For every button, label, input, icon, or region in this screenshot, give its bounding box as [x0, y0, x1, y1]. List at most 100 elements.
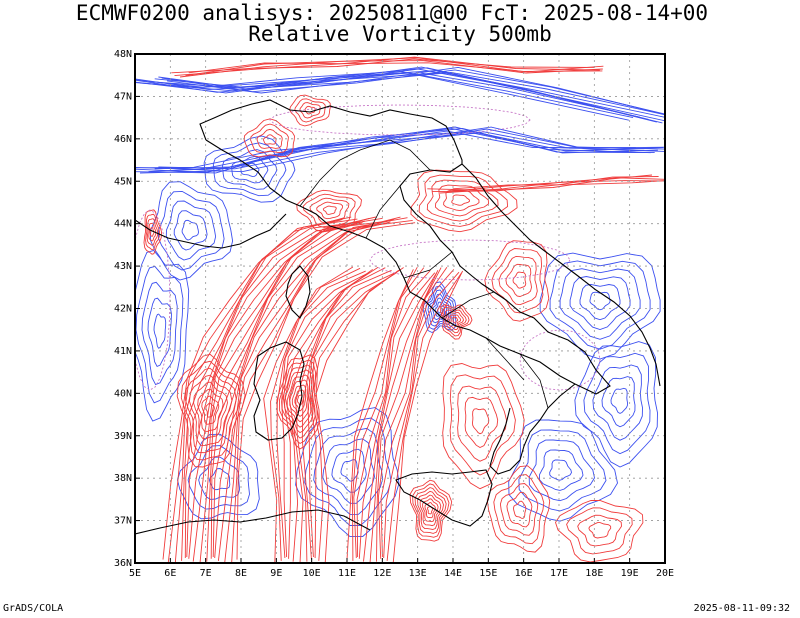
- contour-line: [299, 102, 321, 119]
- lon-tick-label: 11E: [338, 568, 356, 579]
- map-title: ECMWF0200 analisys: 20250811@00 FcT: 202…: [75, 1, 709, 25]
- contour-line: [577, 514, 622, 547]
- credit-label: GrADS/COLA: [3, 603, 64, 614]
- contour-line: [410, 169, 518, 233]
- timestamp-label: 2025-08-11-09:32: [693, 603, 790, 614]
- contour-line: [217, 216, 401, 561]
- contour-line: [302, 193, 356, 228]
- map-subtitle: Relative Vorticity 500mb: [248, 22, 552, 46]
- lat-tick-label: 48N: [114, 49, 132, 60]
- contour-line: [201, 395, 220, 425]
- contour-line: [243, 118, 295, 158]
- contour-line: [566, 507, 633, 555]
- contour-line: [539, 449, 584, 491]
- zero-contour-line: [135, 209, 171, 391]
- africa-coastline: [135, 509, 371, 535]
- contour-line: [356, 269, 431, 558]
- contour-line: [313, 427, 384, 515]
- contour-line: [263, 134, 277, 145]
- contour-line: [212, 221, 391, 558]
- lon-tick-label: 17E: [550, 568, 568, 579]
- contour-line: [165, 200, 217, 261]
- contour-line: [148, 132, 664, 173]
- plot-area: [135, 54, 665, 563]
- contour-line: [583, 352, 651, 455]
- contour-line: [419, 494, 442, 527]
- contour-line: [422, 498, 439, 523]
- lon-tick-label: 14E: [444, 568, 462, 579]
- contour-line: [539, 252, 661, 360]
- contour-line: [418, 174, 509, 227]
- zero-contour-line: [519, 329, 601, 391]
- contour-line: [185, 60, 603, 77]
- contour-line: [392, 270, 464, 563]
- contour-line: [498, 255, 538, 306]
- contour-line: [276, 354, 320, 450]
- contour-line: [154, 72, 665, 118]
- italy-coastline: [205, 139, 611, 395]
- france-coastline: [135, 213, 287, 249]
- lat-tick-label: 40N: [114, 388, 132, 399]
- lon-tick-label: 12E: [373, 568, 391, 579]
- contour-line: [186, 220, 365, 558]
- contour-line: [304, 417, 392, 526]
- contour-line: [309, 197, 350, 224]
- contour-line: [346, 269, 414, 563]
- contour-line: [231, 219, 413, 563]
- contour-line: [250, 123, 289, 154]
- contour-line: [426, 179, 499, 222]
- contour-line: [281, 364, 316, 439]
- contour-line: [184, 222, 363, 559]
- contour-line: [214, 218, 395, 559]
- contour-line: [386, 272, 462, 561]
- contour-line: [286, 374, 312, 428]
- contour-line: [135, 249, 190, 422]
- contour-line: [167, 216, 352, 563]
- contour-line: [363, 272, 438, 562]
- contour-line: [377, 266, 448, 559]
- contour-line: [143, 209, 162, 255]
- lon-tick-label: 10E: [303, 568, 321, 579]
- contour-line: [135, 128, 655, 174]
- lat-tick-label: 38N: [114, 473, 132, 484]
- contour-line: [505, 263, 532, 297]
- contour-line: [236, 222, 416, 560]
- contour-line: [304, 105, 316, 115]
- lat-tick-label: 47N: [114, 91, 132, 102]
- contour-line: [549, 459, 572, 481]
- lat-tick-label: 45N: [114, 176, 132, 187]
- contour-line: [294, 389, 305, 412]
- contour-line: [376, 267, 442, 562]
- lon-tick-label: 20E: [656, 568, 674, 579]
- italy-sole-coastline: [489, 383, 576, 475]
- contour-line: [513, 500, 527, 519]
- contour-line: [380, 269, 455, 558]
- lon-tick-label: 19E: [621, 568, 639, 579]
- contour-line: [291, 384, 307, 417]
- contour-line: [412, 483, 450, 538]
- italy-north-border: [199, 99, 463, 164]
- contour-line: [443, 189, 480, 212]
- lon-tick-label: 13E: [409, 568, 427, 579]
- contour-line: [447, 180, 665, 193]
- contour-line: [322, 438, 375, 504]
- lon-tick-label: 15E: [479, 568, 497, 579]
- contour-line: [444, 309, 467, 334]
- contour-line: [276, 270, 366, 559]
- lon-tick-label: 8E: [235, 568, 247, 579]
- contour-line: [352, 266, 418, 561]
- contour-line: [358, 272, 436, 559]
- contour-line: [369, 270, 439, 563]
- contour-line: [192, 216, 377, 562]
- contour-line: [146, 218, 159, 246]
- contour-line: [331, 448, 367, 493]
- lat-tick-label: 39N: [114, 431, 132, 442]
- lat-tick-label: 36N: [114, 558, 132, 569]
- lat-tick-label: 37N: [114, 516, 132, 527]
- zero-contour-line: [269, 104, 531, 136]
- longitude-ticks: 5E 6E 7E 8E 9E 10E 11E 12E 13E 14E 15E 16E 17E 18E 19E…: [129, 558, 674, 579]
- corsica-coastline: [285, 265, 311, 319]
- contour-line: [176, 353, 246, 468]
- contour-line: [173, 210, 208, 251]
- contour-line: [288, 266, 379, 563]
